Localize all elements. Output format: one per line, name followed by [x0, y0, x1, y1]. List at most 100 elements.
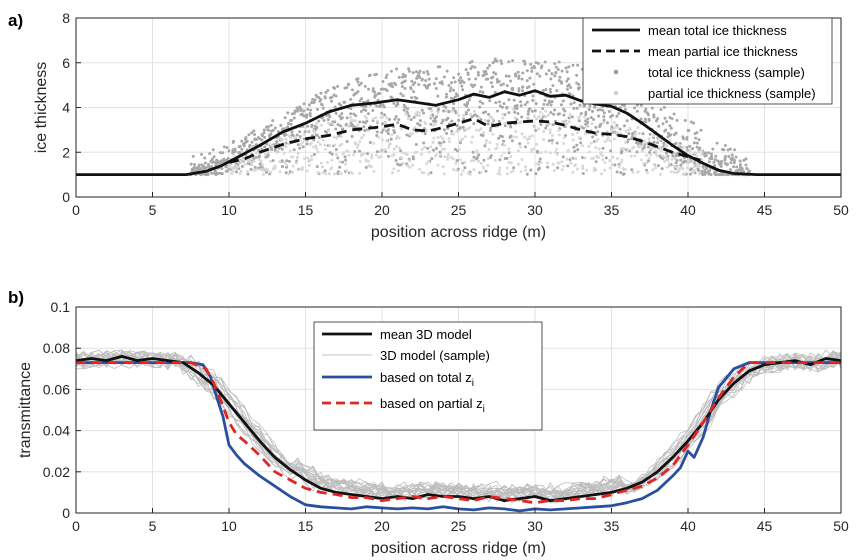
total-thickness-sample-point [285, 165, 289, 169]
total-thickness-sample-point [333, 105, 337, 109]
x-tick-label: 35 [604, 518, 620, 534]
total-thickness-sample-point [562, 113, 566, 117]
partial-thickness-sample-point [358, 160, 362, 164]
partial-thickness-sample-point [477, 159, 481, 163]
total-thickness-sample-point [543, 60, 547, 64]
partial-thickness-sample-point [457, 113, 461, 117]
total-thickness-sample-point [644, 107, 648, 111]
partial-thickness-sample-point [484, 141, 488, 145]
total-thickness-sample-point [299, 107, 303, 111]
partial-thickness-sample-point [441, 165, 445, 169]
total-thickness-sample-point [452, 88, 456, 92]
total-thickness-sample-point [339, 124, 343, 128]
partial-thickness-sample-point [353, 119, 357, 123]
total-thickness-sample-point [407, 67, 411, 71]
total-thickness-sample-point [534, 128, 538, 132]
partial-thickness-sample-point [289, 136, 293, 140]
partial-thickness-sample-point [250, 163, 254, 167]
total-thickness-sample-point [240, 139, 244, 143]
total-thickness-sample-point [250, 140, 254, 144]
partial-thickness-sample-point [347, 153, 351, 157]
partial-thickness-sample-point [590, 122, 594, 126]
partial-thickness-sample-point [296, 151, 300, 155]
partial-thickness-sample-point [338, 160, 342, 164]
total-thickness-sample-point [280, 147, 284, 151]
total-thickness-sample-point [280, 164, 284, 168]
total-thickness-sample-point [302, 137, 306, 141]
total-thickness-sample-point [366, 87, 370, 91]
total-thickness-sample-point [423, 132, 427, 136]
total-thickness-sample-point [466, 101, 470, 105]
total-thickness-sample-point [197, 163, 201, 167]
total-thickness-sample-point [659, 108, 663, 112]
partial-thickness-sample-point [486, 157, 490, 161]
partial-thickness-sample-point [362, 133, 366, 137]
total-thickness-sample-point [563, 109, 567, 113]
partial-thickness-sample-point [681, 146, 685, 150]
partial-thickness-sample-point [605, 138, 609, 142]
total-thickness-sample-point [478, 105, 482, 109]
partial-thickness-sample-point [519, 120, 523, 124]
partial-thickness-sample-point [601, 158, 605, 162]
total-thickness-sample-point [588, 104, 592, 108]
total-thickness-sample-point [529, 62, 533, 66]
total-thickness-sample-point [516, 70, 520, 74]
total-thickness-sample-point [720, 160, 724, 164]
total-thickness-sample-point [433, 120, 437, 124]
total-thickness-sample-point [302, 109, 306, 113]
total-thickness-sample-point [725, 162, 729, 166]
total-thickness-sample-point [546, 165, 550, 169]
total-thickness-sample-point [699, 128, 703, 132]
partial-thickness-sample-point [495, 142, 499, 146]
total-thickness-sample-point [613, 163, 617, 167]
partial-thickness-sample-point [548, 131, 552, 135]
total-thickness-sample-point [212, 155, 216, 159]
total-thickness-sample-point [535, 150, 539, 154]
total-thickness-sample-point [225, 169, 229, 173]
total-thickness-sample-point [363, 84, 367, 88]
total-thickness-sample-point [670, 117, 674, 121]
legend-item: mean 3D model [380, 327, 472, 342]
partial-thickness-sample-point [546, 161, 550, 165]
total-thickness-sample-point [328, 115, 332, 119]
partial-thickness-sample-point [486, 163, 490, 167]
total-thickness-sample-point [544, 126, 548, 130]
partial-thickness-sample-point [449, 156, 453, 160]
partial-thickness-sample-point [507, 147, 511, 151]
total-thickness-sample-point [257, 155, 261, 159]
partial-thickness-sample-point [576, 131, 580, 135]
partial-thickness-sample-point [538, 110, 542, 114]
total-thickness-sample-point [334, 94, 338, 98]
partial-thickness-sample-point [460, 137, 464, 141]
total-thickness-sample-point [292, 116, 296, 120]
total-thickness-sample-point [707, 172, 711, 176]
total-thickness-sample-point [353, 150, 357, 154]
panel-a-tick-labels: 0 5 10 15 20 25 30 35 40 45 50 0 2 4 6 8 [62, 10, 849, 218]
total-thickness-sample-point [245, 139, 249, 143]
partial-thickness-sample-point [399, 127, 403, 131]
total-thickness-sample-point [426, 146, 430, 150]
total-thickness-sample-point [517, 89, 521, 93]
total-thickness-sample-point [505, 156, 509, 160]
panel-b-chart: b) 0 5 10 15 20 25 30 35 40 45 50 0 0.02 0.04 0.06 0.08… [8, 288, 849, 557]
total-thickness-sample-point [712, 160, 716, 164]
total-thickness-sample-point [225, 146, 229, 150]
total-thickness-sample-point [525, 100, 529, 104]
total-thickness-sample-point [512, 98, 516, 102]
partial-thickness-sample-point [406, 117, 410, 121]
total-thickness-sample-point [312, 100, 316, 104]
partial-thickness-sample-point [511, 135, 515, 139]
partial-thickness-sample-point [470, 140, 474, 144]
partial-thickness-sample-point [692, 168, 696, 172]
partial-thickness-sample-point [695, 162, 699, 166]
partial-thickness-sample-point [450, 109, 454, 113]
partial-thickness-sample-point [668, 138, 672, 142]
total-thickness-sample-point [432, 148, 436, 152]
total-thickness-sample-point [381, 87, 385, 91]
partial-thickness-sample-point [392, 167, 396, 171]
total-thickness-sample-point [661, 122, 665, 126]
total-thickness-sample-point [544, 72, 548, 76]
partial-thickness-sample-point [238, 172, 242, 176]
total-thickness-sample-point [349, 107, 353, 111]
partial-thickness-sample-point [350, 171, 354, 175]
